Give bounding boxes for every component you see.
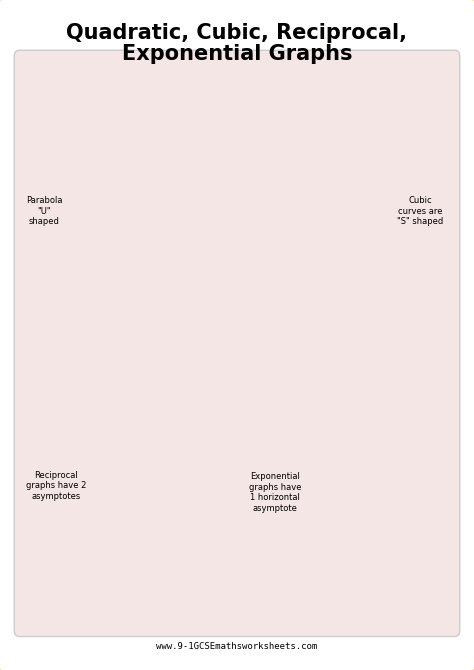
Text: y =: y =	[86, 399, 105, 409]
Text: 10: 10	[356, 158, 365, 164]
Text: 10: 10	[150, 429, 159, 435]
FancyBboxPatch shape	[158, 230, 219, 293]
Text: Parabola
"U"
shaped: Parabola "U" shaped	[26, 196, 63, 226]
Text: Exponential
graphs have
1 horizontal
asymptote: Exponential graphs have 1 horizontal asy…	[249, 472, 301, 513]
Text: 5: 5	[394, 158, 398, 164]
Text: Highest
power
is x: Highest power is x	[385, 534, 419, 563]
Text: www.9-1GCSEmathsworksheets.com: www.9-1GCSEmathsworksheets.com	[156, 643, 318, 651]
Text: 2: 2	[146, 129, 152, 138]
Text: Highest
power
is 2: Highest power is 2	[172, 247, 206, 277]
Text: Exponential Graphs: Exponential Graphs	[293, 377, 409, 386]
Text: 10: 10	[150, 158, 159, 164]
Text: x: x	[138, 405, 145, 415]
Text: 5: 5	[150, 202, 154, 208]
Text: -5: -5	[107, 429, 114, 435]
Text: Quadratic Graphs: Quadratic Graphs	[74, 111, 177, 120]
Text: Cubic Graphs: Cubic Graphs	[312, 111, 390, 120]
Text: -5: -5	[305, 158, 312, 164]
Text: Exponential Graphs: Exponential Graphs	[122, 44, 352, 64]
Text: Quadratic, Cubic, Reciprocal,: Quadratic, Cubic, Reciprocal,	[66, 23, 408, 44]
FancyBboxPatch shape	[20, 365, 231, 419]
FancyBboxPatch shape	[243, 365, 459, 419]
Text: -5: -5	[107, 158, 114, 164]
Text: -5: -5	[305, 429, 312, 435]
Text: 5: 5	[182, 158, 187, 164]
Text: 5: 5	[150, 480, 154, 486]
Text: Highest
power
is 3: Highest power is 3	[385, 247, 419, 277]
FancyBboxPatch shape	[20, 99, 231, 153]
FancyBboxPatch shape	[158, 511, 219, 584]
Text: -5: -5	[332, 574, 338, 580]
Text: Highest
power
is - 1: Highest power is - 1	[172, 534, 206, 563]
Text: 10: 10	[356, 429, 365, 435]
Text: 5: 5	[182, 429, 187, 435]
Text: 5: 5	[394, 429, 398, 435]
Text: y = aˣ: y = aˣ	[328, 397, 374, 411]
FancyBboxPatch shape	[365, 230, 438, 293]
Text: 5: 5	[356, 202, 360, 208]
Text: y = ax² + bx + c: y = ax² + bx + c	[79, 133, 173, 143]
FancyBboxPatch shape	[243, 99, 459, 153]
Text: Reciprocal Graphs: Reciprocal Graphs	[72, 377, 179, 386]
Text: a: a	[138, 393, 145, 402]
FancyBboxPatch shape	[365, 511, 438, 584]
Text: y = ax: y = ax	[107, 133, 144, 143]
Text: y = ax³ + bx² + cx + d: y = ax³ + bx² + cx + d	[291, 133, 410, 143]
Text: Reciprocal
graphs have 2
asymptotes: Reciprocal graphs have 2 asymptotes	[26, 471, 86, 500]
Text: Cubic
curves are
"S" shaped: Cubic curves are "S" shaped	[397, 196, 443, 226]
Text: -5: -5	[130, 557, 137, 563]
Text: 5: 5	[356, 480, 360, 486]
